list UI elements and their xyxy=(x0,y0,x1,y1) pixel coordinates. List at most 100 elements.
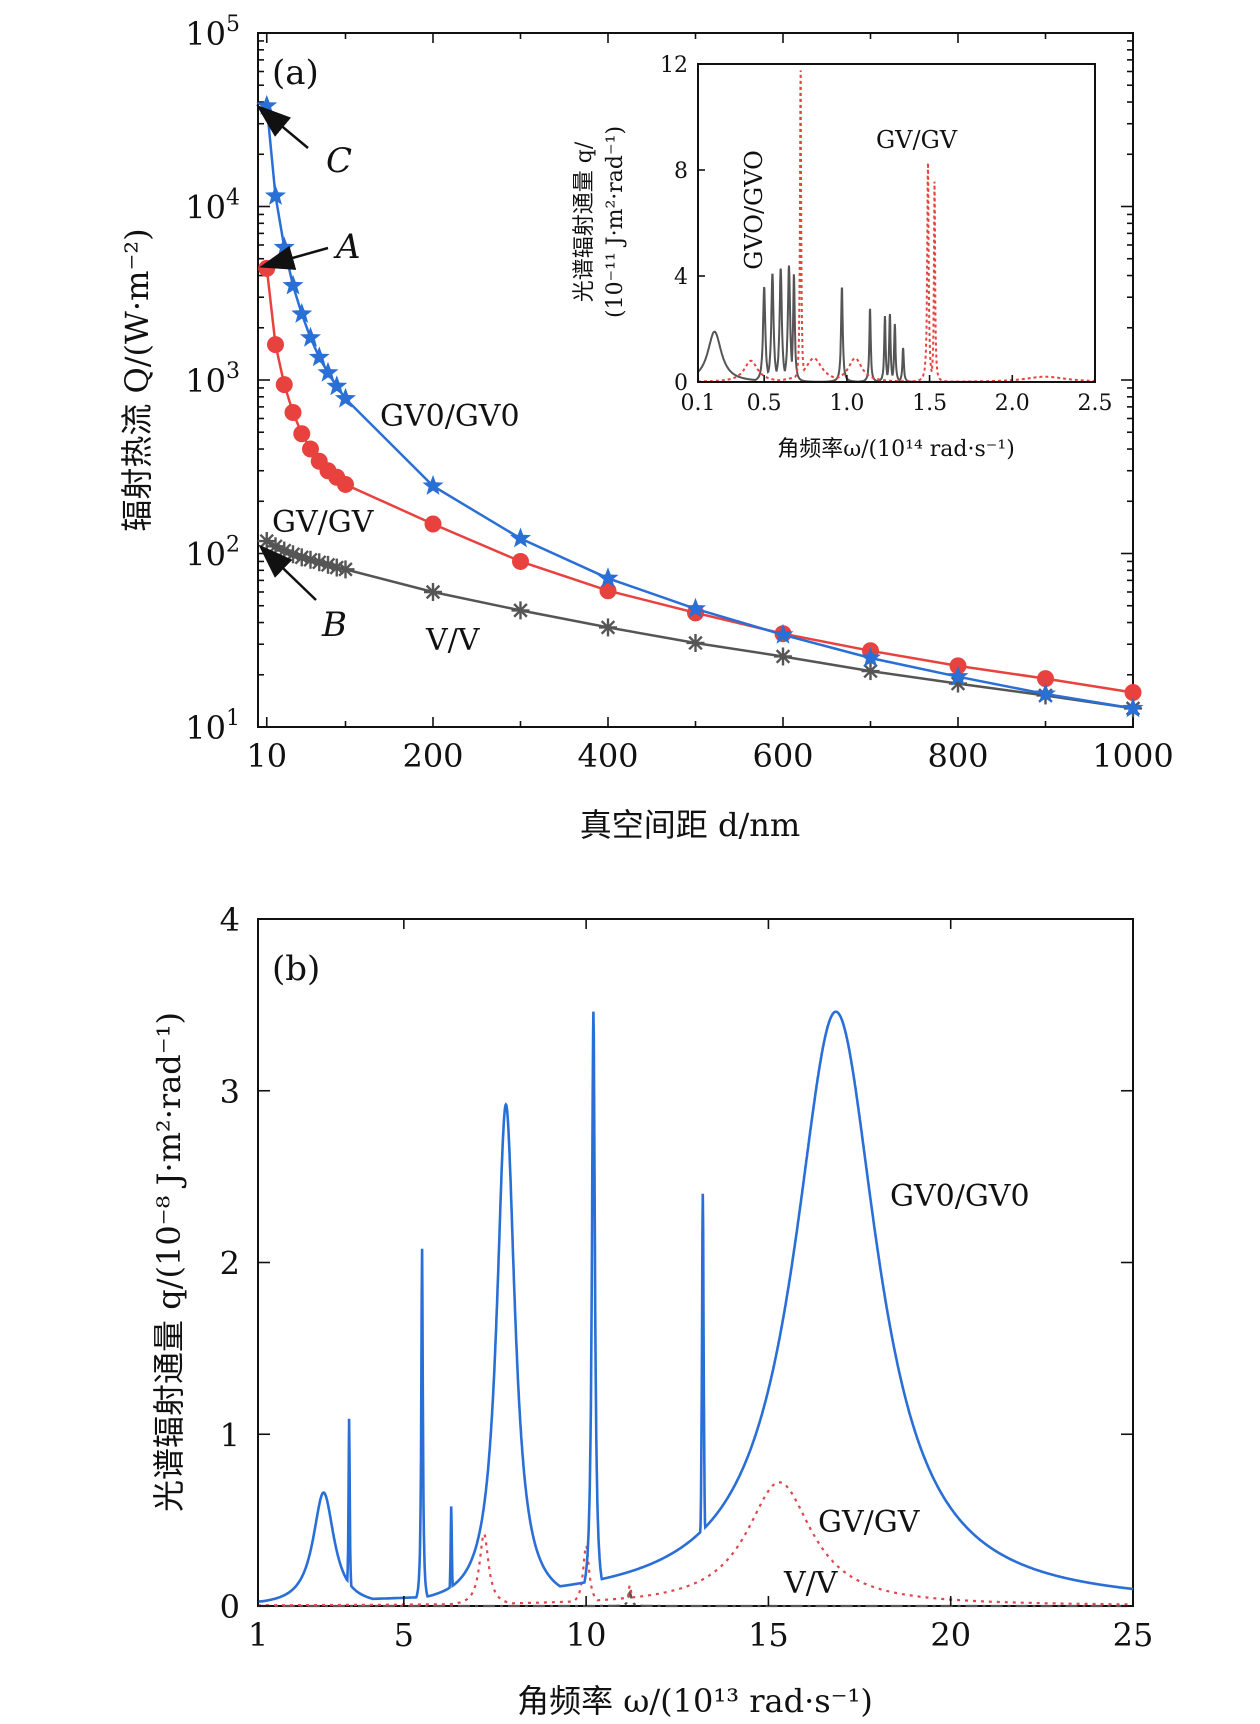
arrow-c xyxy=(256,104,309,149)
b-line-v-v xyxy=(258,1590,1133,1608)
point-v-v xyxy=(686,633,705,652)
b-y-tick-label-2: 2 xyxy=(220,1245,240,1283)
inset-x-axis-title: 角频率ω/(10¹⁴ rad·s⁻¹) xyxy=(777,437,1015,462)
point-gv0-gv0 xyxy=(335,387,356,408)
inset-y-axis-title-line2: (10⁻¹¹ J·m²·rad⁻¹) xyxy=(603,126,628,318)
point-gv-gv xyxy=(1124,684,1142,702)
x-tick-label-600: 600 xyxy=(752,737,813,775)
b-x-tick-label-10: 10 xyxy=(566,1616,607,1654)
panel-b-x-ticks: 1 5 10 15 20 25 xyxy=(248,919,1154,1654)
label-gv0-gv0-a: GV0/GV0 xyxy=(380,399,520,434)
x-tick-label-800: 800 xyxy=(927,737,988,775)
arrow-b xyxy=(258,544,317,601)
label-gv-gv-b: GV/GV xyxy=(818,1505,921,1540)
point-gv-gv xyxy=(512,552,529,570)
b-y-tick-label-4: 4 xyxy=(220,901,240,939)
panel-a-label: (a) xyxy=(272,53,319,93)
point-gv-gv xyxy=(599,582,617,600)
inset-frame xyxy=(697,63,1096,383)
panel-b-y-axis-title: 光谱辐射通量 q/(10⁻⁸ J·m²·rad⁻¹) xyxy=(150,1012,188,1512)
series-v-v xyxy=(257,532,1142,718)
b-x-tick-label-25: 25 xyxy=(1113,1616,1154,1654)
point-gv0-gv0 xyxy=(291,303,313,323)
point-gv0-gv0 xyxy=(273,236,295,257)
panel-b-series xyxy=(258,1010,1134,1608)
panel-b-x-axis-title: 角频率 ω/(10¹³ rad·s⁻¹) xyxy=(517,1682,873,1720)
point-v-v xyxy=(774,647,792,666)
inset-x-tick-label-1-5: 1.5 xyxy=(912,391,947,416)
inset-y-tick-label-12: 12 xyxy=(660,53,688,78)
inset-x-tick-label-0-5: 0.5 xyxy=(747,391,782,416)
inset-y-tick-label-4: 4 xyxy=(674,265,688,290)
annotation-a: A xyxy=(333,227,361,267)
x-tick-label-200: 200 xyxy=(402,737,463,775)
point-gv0-gv0 xyxy=(282,274,304,295)
inset-y-axis-title-line1: 光谱辐射通量 q/ xyxy=(572,141,597,302)
y-tick-label-1e3: 103 xyxy=(185,359,240,400)
b-y-tick-label-3: 3 xyxy=(220,1073,240,1111)
point-gv0-gv0 xyxy=(265,185,286,205)
label-v-v-a: V/V xyxy=(425,623,481,658)
point-gv0-gv0 xyxy=(1122,697,1144,718)
y-tick-label-1e1: 101 xyxy=(185,706,240,747)
point-gv0-gv0 xyxy=(1035,683,1056,703)
point-gv0-gv0 xyxy=(860,647,881,667)
panel-b-label: (b) xyxy=(272,949,320,989)
inset-x-tick-label-1-0: 1.0 xyxy=(829,391,864,416)
point-gv-gv xyxy=(284,403,302,421)
annotation-c: C xyxy=(326,141,352,181)
point-gv-gv xyxy=(293,425,311,443)
inset: 0.1 0.5 1.0 1.5 2.0 2.5 0 4 8 12 角频率ω/(10¹⁴ rad·… xyxy=(572,53,1113,462)
panel-a-y-axis-title: 辐射热流 Q/(W·m⁻²) xyxy=(118,228,156,531)
x-tick-label-10: 10 xyxy=(246,737,287,775)
x-tick-label-1000: 1000 xyxy=(1092,737,1173,775)
point-gv-gv xyxy=(275,376,293,394)
point-gv0-gv0 xyxy=(308,346,330,367)
b-x-tick-label-1: 1 xyxy=(248,1616,268,1654)
b-x-tick-label-20: 20 xyxy=(930,1616,971,1654)
point-gv-gv xyxy=(1037,670,1054,688)
point-v-v xyxy=(301,550,320,569)
point-v-v xyxy=(861,662,880,681)
series-gv0-gv0 xyxy=(256,94,1144,718)
inset-x-tick-label-2-0: 2.0 xyxy=(995,391,1030,416)
label-gvo-gvo-inset: GVO/GVO xyxy=(740,150,768,270)
point-gv0-gv0 xyxy=(947,665,969,686)
label-gv-gv-inset: GV/GV xyxy=(876,126,958,154)
b-x-tick-label-15: 15 xyxy=(748,1616,789,1654)
panel-a-x-axis-title: 真空间距 d/nm xyxy=(580,806,800,844)
point-gv-gv xyxy=(267,336,284,354)
inset-y-tick-label-8: 8 xyxy=(674,159,688,184)
point-v-v xyxy=(424,582,442,601)
y-tick-label-1e2: 102 xyxy=(185,533,240,574)
panel-b-frame xyxy=(257,918,1134,1607)
inset-y-tick-label-0: 0 xyxy=(674,371,688,396)
b-line-gv-gv xyxy=(258,1481,1133,1607)
b-y-tick-label-0: 0 xyxy=(220,1588,240,1626)
point-gv0-gv0 xyxy=(422,475,444,495)
b-x-tick-label-5: 5 xyxy=(394,1616,414,1654)
point-v-v xyxy=(327,558,346,577)
annotation-b: B xyxy=(321,605,347,645)
panel-a: 10 200 400 600 800 1000 101 102 103 104 105 (a) 真… xyxy=(118,12,1174,844)
point-gv0-gv0 xyxy=(510,527,531,548)
point-v-v xyxy=(336,560,355,579)
y-tick-label-1e4: 104 xyxy=(185,186,240,227)
x-tick-label-400: 400 xyxy=(577,737,638,775)
point-gv0-gv0 xyxy=(772,623,794,644)
line-v-v xyxy=(266,539,1134,710)
b-line-gv0-gv0 xyxy=(258,1010,1134,1603)
y-tick-label-1e5: 105 xyxy=(185,12,240,53)
inset-x-tick-label-0-1: 0.1 xyxy=(681,391,716,416)
point-gv-gv xyxy=(302,440,319,458)
point-v-v xyxy=(599,618,617,637)
point-gv0-gv0 xyxy=(685,597,706,618)
inset-y-ticks: 0 4 8 12 xyxy=(660,53,705,396)
point-v-v xyxy=(511,601,530,620)
point-gv-gv xyxy=(337,475,354,493)
label-gv0-gv0-b: GV0/GV0 xyxy=(890,1179,1030,1214)
label-gv-gv-a: GV/GV xyxy=(272,505,375,540)
inset-x-ticks: 0.1 0.5 1.0 1.5 2.0 2.5 xyxy=(681,375,1113,416)
